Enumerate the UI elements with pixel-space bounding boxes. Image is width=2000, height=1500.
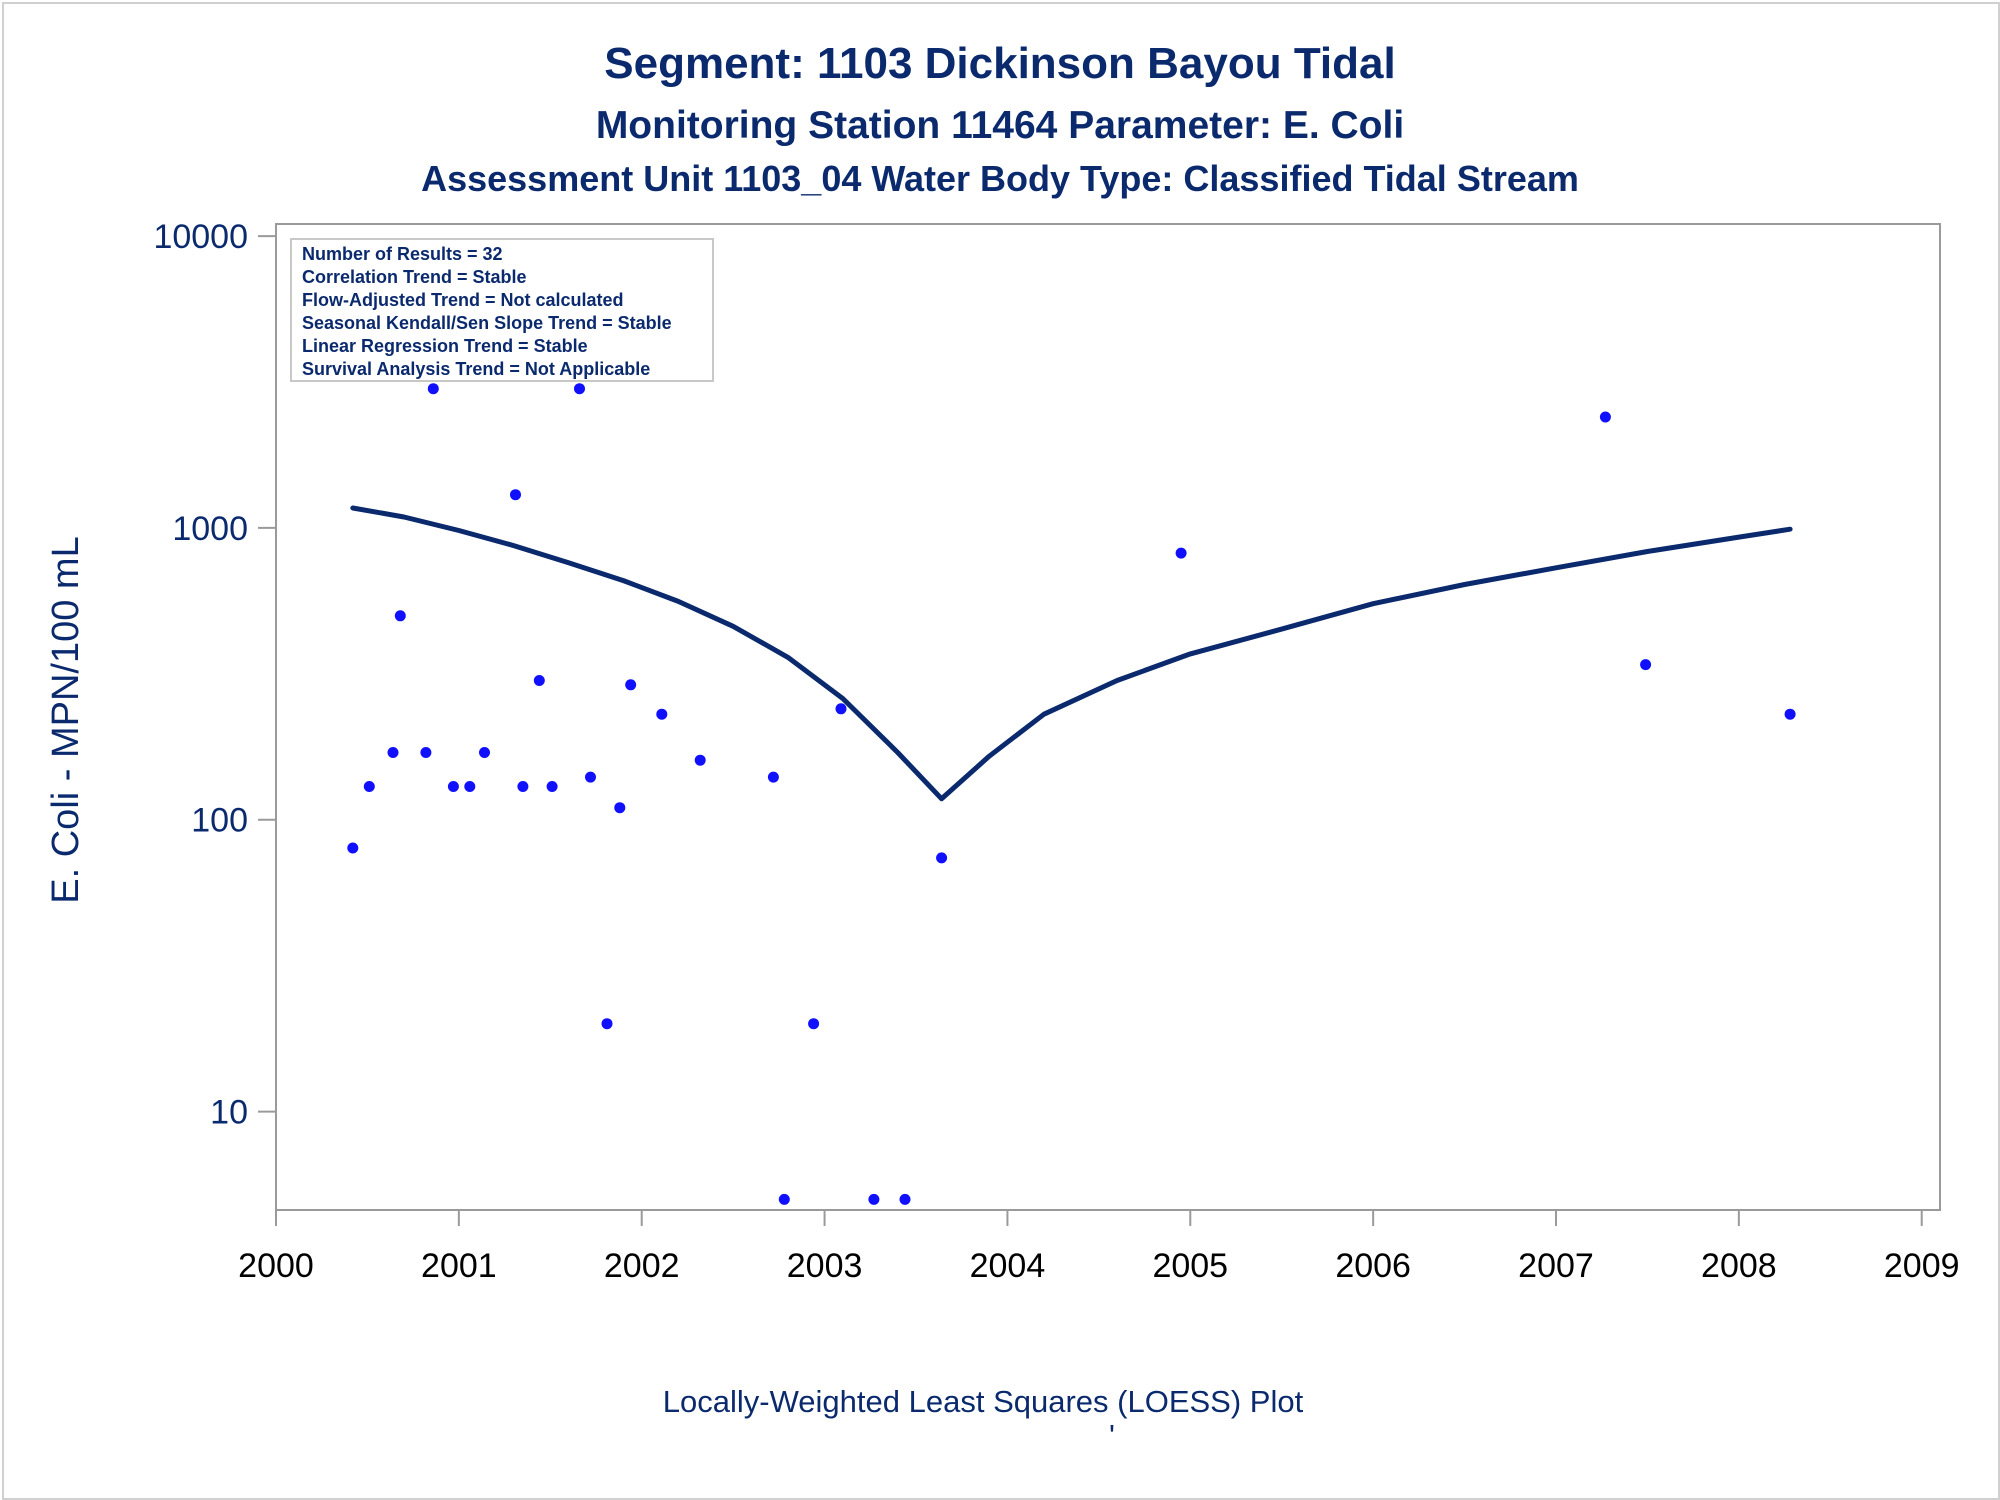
y-axis-label: E. Coli - MPN/100 mL <box>45 536 87 903</box>
stats-line: Linear Regression Trend = Stable <box>302 336 588 356</box>
x-tick-label: 2008 <box>1701 1247 1777 1285</box>
x-axis: 2000 2001 2002 2003 2004 2005 2006 2007 2008 2009 <box>238 1210 1960 1285</box>
x-tick-label: 2001 <box>421 1247 497 1285</box>
plot-marks <box>347 243 1796 1205</box>
data-point <box>1640 659 1652 671</box>
x-tick-label: 2006 <box>1335 1247 1411 1285</box>
data-point <box>574 383 585 395</box>
chart-title: Segment: 1103 Dickinson Bayou Tidal <box>604 39 1395 88</box>
data-point <box>868 1193 880 1205</box>
data-point <box>546 781 558 792</box>
y-tick-label: 1000 <box>172 510 248 548</box>
data-point <box>656 708 668 720</box>
data-point <box>1175 547 1187 559</box>
chart-subtitle: Monitoring Station 11464 Parameter: E. C… <box>596 104 1404 147</box>
data-point <box>585 771 596 783</box>
data-point <box>601 1018 613 1030</box>
x-tick-label: 2005 <box>1152 1247 1228 1285</box>
data-point <box>420 747 432 758</box>
chart-subtitle-2: Assessment Unit 1103_04 Water Body Type:… <box>421 158 1579 199</box>
x-tick-label: 2002 <box>604 1247 680 1285</box>
loess-line <box>350 505 1793 802</box>
stats-line: Correlation Trend = Stable <box>302 267 527 287</box>
footnote-mark: ' <box>1109 1418 1115 1453</box>
data-point <box>479 747 490 758</box>
data-point <box>625 679 637 691</box>
data-point <box>835 703 847 715</box>
stats-line: Flow-Adjusted Trend = Not calculated <box>302 290 624 310</box>
data-point <box>347 842 359 854</box>
stats-box: Number of Results = 32 Correlation Trend … <box>290 238 714 382</box>
x-tick-label: 2007 <box>1518 1247 1594 1285</box>
x-tick-label: 2003 <box>787 1247 863 1285</box>
data-point <box>614 802 626 814</box>
data-point <box>767 771 779 783</box>
data-point <box>387 747 399 758</box>
stats-box-border <box>290 238 714 382</box>
data-point <box>394 610 406 622</box>
data-point <box>778 1193 790 1205</box>
x-tick-label: 2009 <box>1884 1247 1960 1285</box>
y-tick-label: 100 <box>191 802 248 840</box>
data-point <box>517 781 529 792</box>
data-point <box>427 383 439 395</box>
x-tick-label: 2004 <box>970 1247 1046 1285</box>
chart-footnote: Locally-Weighted Least Squares (LOESS) P… <box>663 1384 1304 1419</box>
x-tick-label: 2000 <box>238 1247 314 1285</box>
data-point <box>899 1193 911 1205</box>
plot-area <box>275 223 1941 1211</box>
data-point <box>363 781 375 792</box>
data-point <box>1599 411 1611 423</box>
data-point <box>694 754 706 766</box>
stats-line: Seasonal Kendall/Sen Slope Trend = Stabl… <box>302 313 672 333</box>
stats-line: Survival Analysis Trend = Not Applicable <box>302 359 650 379</box>
data-point <box>464 781 476 792</box>
data-point <box>447 781 459 792</box>
data-point <box>808 1018 820 1030</box>
data-point <box>510 489 521 501</box>
data-point <box>936 852 948 864</box>
y-tick-label: 10000 <box>153 218 248 256</box>
data-point <box>533 675 545 686</box>
data-point <box>1784 708 1796 720</box>
y-axis: 10000 1000 100 10 <box>153 218 276 1132</box>
stats-line: Number of Results = 32 <box>302 244 503 264</box>
y-tick-label: 10 <box>210 1094 248 1132</box>
